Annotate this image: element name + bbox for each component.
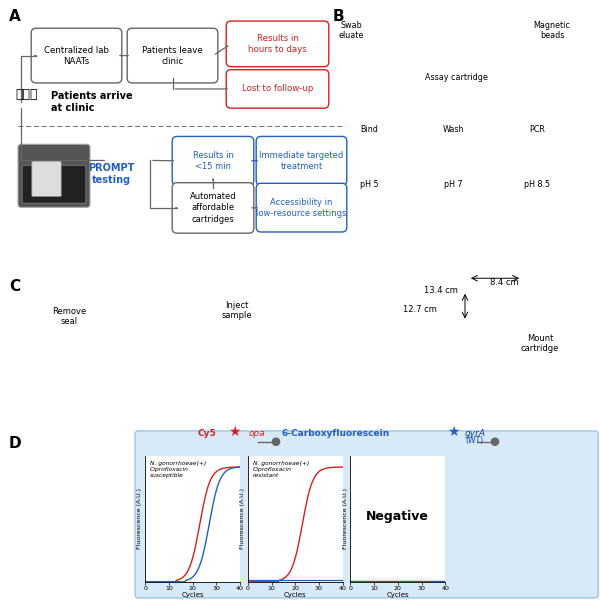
Text: Lost to follow-up: Lost to follow-up (242, 85, 313, 93)
FancyBboxPatch shape (226, 70, 329, 108)
Text: Negative: Negative (367, 510, 429, 523)
Text: gyrA: gyrA (465, 429, 486, 438)
FancyBboxPatch shape (32, 161, 61, 197)
Text: 8.4 cm: 8.4 cm (490, 278, 518, 287)
Text: Results in
hours to days: Results in hours to days (248, 34, 307, 54)
Text: D: D (9, 436, 22, 451)
Text: Automated
affordable
cartridges: Automated affordable cartridges (190, 192, 236, 224)
Text: Patients leave
clinic: Patients leave clinic (142, 46, 203, 66)
Circle shape (272, 438, 280, 445)
Text: Wash: Wash (442, 125, 464, 134)
Text: Cy5: Cy5 (197, 429, 216, 438)
Text: Remove
seal: Remove seal (52, 307, 86, 326)
Text: Immediate targeted
treatment: Immediate targeted treatment (259, 151, 344, 171)
FancyBboxPatch shape (226, 21, 329, 67)
Text: pH 8.5: pH 8.5 (524, 180, 550, 189)
Text: B: B (333, 9, 344, 24)
Text: A: A (9, 9, 21, 24)
Text: Bind: Bind (360, 125, 378, 134)
FancyBboxPatch shape (18, 144, 90, 207)
Text: Patients arrive
at clinic: Patients arrive at clinic (51, 91, 133, 113)
FancyBboxPatch shape (31, 28, 122, 83)
FancyBboxPatch shape (256, 183, 347, 232)
Text: PCR: PCR (529, 125, 545, 134)
FancyBboxPatch shape (127, 28, 218, 83)
FancyBboxPatch shape (172, 136, 254, 185)
Text: Magnetic
beads: Magnetic beads (533, 21, 571, 40)
Text: Accessibility in
low-resource settings: Accessibility in low-resource settings (256, 198, 347, 218)
Text: 6-Carboxyfluorescein: 6-Carboxyfluorescein (282, 429, 390, 438)
Text: 👤👤👤: 👤👤👤 (15, 88, 37, 101)
Text: 13.4 cm: 13.4 cm (424, 286, 458, 295)
Text: Centralized lab
NAATs: Centralized lab NAATs (44, 46, 109, 66)
Text: ★: ★ (228, 425, 240, 439)
FancyBboxPatch shape (256, 136, 347, 185)
FancyBboxPatch shape (135, 431, 598, 598)
X-axis label: Cycles: Cycles (386, 593, 409, 599)
Text: N. gonorrhoeae(+)
Ciprofloxacin
susceptible: N. gonorrhoeae(+) Ciprofloxacin suscepti… (150, 460, 206, 478)
Text: PROMPT
testing: PROMPT testing (88, 163, 134, 185)
Text: Swab
eluate: Swab eluate (338, 21, 364, 40)
Text: (WT): (WT) (465, 436, 483, 445)
Text: N. gonorrhoeae(+)
Ciprofloxacin
resistant: N. gonorrhoeae(+) Ciprofloxacin resistan… (253, 460, 309, 478)
Circle shape (491, 438, 499, 445)
Text: Inject
sample: Inject sample (221, 300, 253, 320)
Text: Assay cartridge: Assay cartridge (425, 73, 487, 82)
Y-axis label: Fluorescence (A.U.): Fluorescence (A.U.) (240, 488, 245, 549)
Text: pH 5: pH 5 (359, 180, 379, 189)
X-axis label: Cycles: Cycles (284, 593, 307, 599)
FancyBboxPatch shape (172, 183, 254, 233)
Text: C: C (9, 279, 20, 294)
FancyBboxPatch shape (22, 165, 86, 203)
X-axis label: Cycles: Cycles (181, 593, 204, 599)
Text: opa: opa (249, 429, 266, 438)
Text: 12.7 cm: 12.7 cm (403, 305, 437, 314)
Text: Results in
<15 min: Results in <15 min (193, 151, 233, 171)
Y-axis label: Fluorescence (A.U.): Fluorescence (A.U.) (137, 488, 142, 549)
Text: Mount
cartridge: Mount cartridge (521, 334, 559, 353)
Text: pH 7: pH 7 (443, 180, 463, 189)
Text: ★: ★ (447, 425, 459, 439)
Y-axis label: Fluorescence (A.U.): Fluorescence (A.U.) (343, 488, 347, 549)
